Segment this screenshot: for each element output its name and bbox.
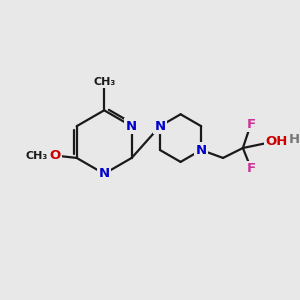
- Text: N: N: [99, 167, 110, 180]
- Text: O: O: [49, 149, 61, 163]
- Text: F: F: [246, 118, 255, 131]
- Text: CH₃: CH₃: [26, 151, 48, 161]
- Text: N: N: [196, 143, 207, 157]
- Text: N: N: [126, 120, 137, 133]
- Text: N: N: [154, 120, 166, 133]
- Text: OH: OH: [266, 135, 288, 148]
- Text: H: H: [289, 133, 300, 146]
- Text: CH₃: CH₃: [93, 76, 115, 86]
- Text: F: F: [246, 162, 255, 176]
